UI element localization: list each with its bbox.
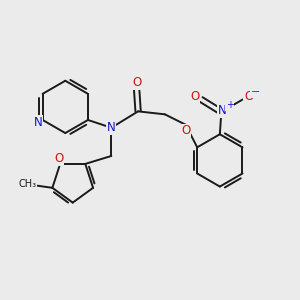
Text: N: N xyxy=(34,116,42,129)
Text: O: O xyxy=(54,152,63,165)
Text: N: N xyxy=(218,104,226,117)
Text: N: N xyxy=(107,121,116,134)
Text: O: O xyxy=(132,76,141,89)
Text: CH₃: CH₃ xyxy=(18,179,36,189)
Text: O: O xyxy=(190,90,200,103)
Text: +: + xyxy=(226,100,234,110)
Text: O: O xyxy=(182,124,191,137)
Text: −: − xyxy=(250,87,260,97)
Text: O: O xyxy=(244,90,253,103)
